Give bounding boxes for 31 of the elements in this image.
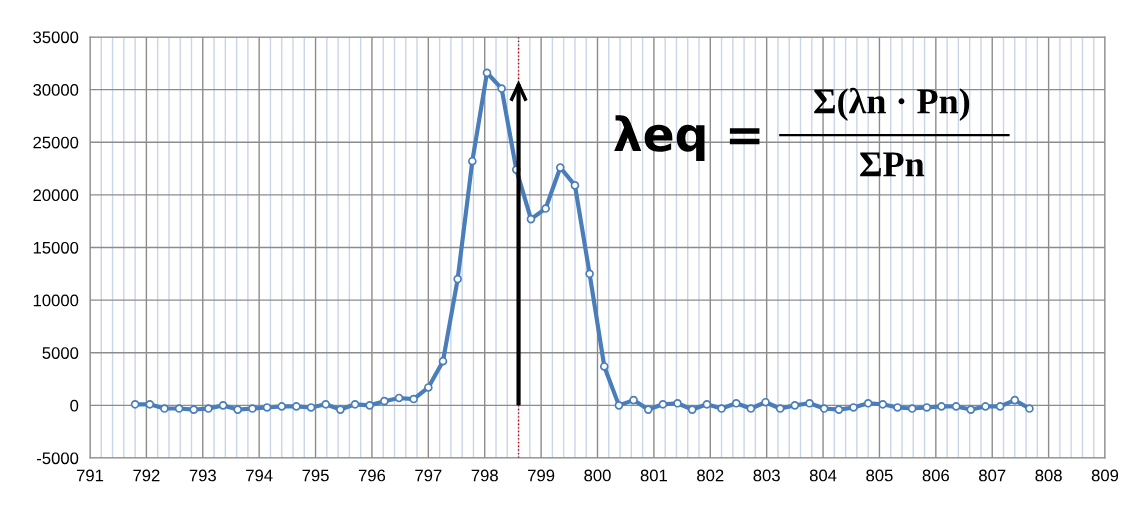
annotation: Σ(λn · Pn) bbox=[814, 87, 970, 121]
y-tick-label: 20000 bbox=[33, 189, 79, 202]
x-tick-label: 795 bbox=[302, 469, 329, 482]
x-tick-label: 804 bbox=[809, 469, 837, 482]
x-tick-label: 806 bbox=[922, 469, 950, 482]
y-tick-label: 5000 bbox=[42, 347, 79, 359]
x-tick-label: 794 bbox=[246, 469, 273, 482]
x-tick-label: 796 bbox=[358, 469, 386, 482]
y-tick-label: 0 bbox=[70, 399, 79, 412]
x-tick-label: 799 bbox=[528, 469, 555, 482]
y-tick-label: 25000 bbox=[33, 136, 79, 149]
y-tick-label: -5000 bbox=[37, 452, 79, 465]
x-tick-label: 807 bbox=[979, 469, 1006, 482]
x-tick-label: 801 bbox=[640, 469, 667, 482]
y-tick-label: 30000 bbox=[33, 84, 79, 96]
x-tick-label: 800 bbox=[584, 469, 611, 482]
x-tick-label: 808 bbox=[1035, 469, 1062, 482]
x-tick-label: 802 bbox=[697, 469, 724, 482]
x-tick-label: 803 bbox=[753, 469, 780, 482]
x-tick-label: 791 bbox=[76, 469, 104, 482]
x-tick-label: 792 bbox=[133, 469, 160, 482]
annotation: λeq = bbox=[614, 115, 760, 161]
x-tick-label: 793 bbox=[189, 469, 216, 482]
y-tick-label: 10000 bbox=[33, 294, 79, 307]
x-tick-label: 809 bbox=[1091, 469, 1119, 482]
y-tick-label: 15000 bbox=[33, 241, 79, 254]
x-tick-label: 798 bbox=[471, 469, 498, 482]
annotation: ΣPn bbox=[860, 152, 925, 177]
y-tick-label: 35000 bbox=[33, 31, 79, 44]
x-tick-label: 805 bbox=[866, 469, 893, 482]
x-tick-label: 797 bbox=[415, 469, 442, 482]
